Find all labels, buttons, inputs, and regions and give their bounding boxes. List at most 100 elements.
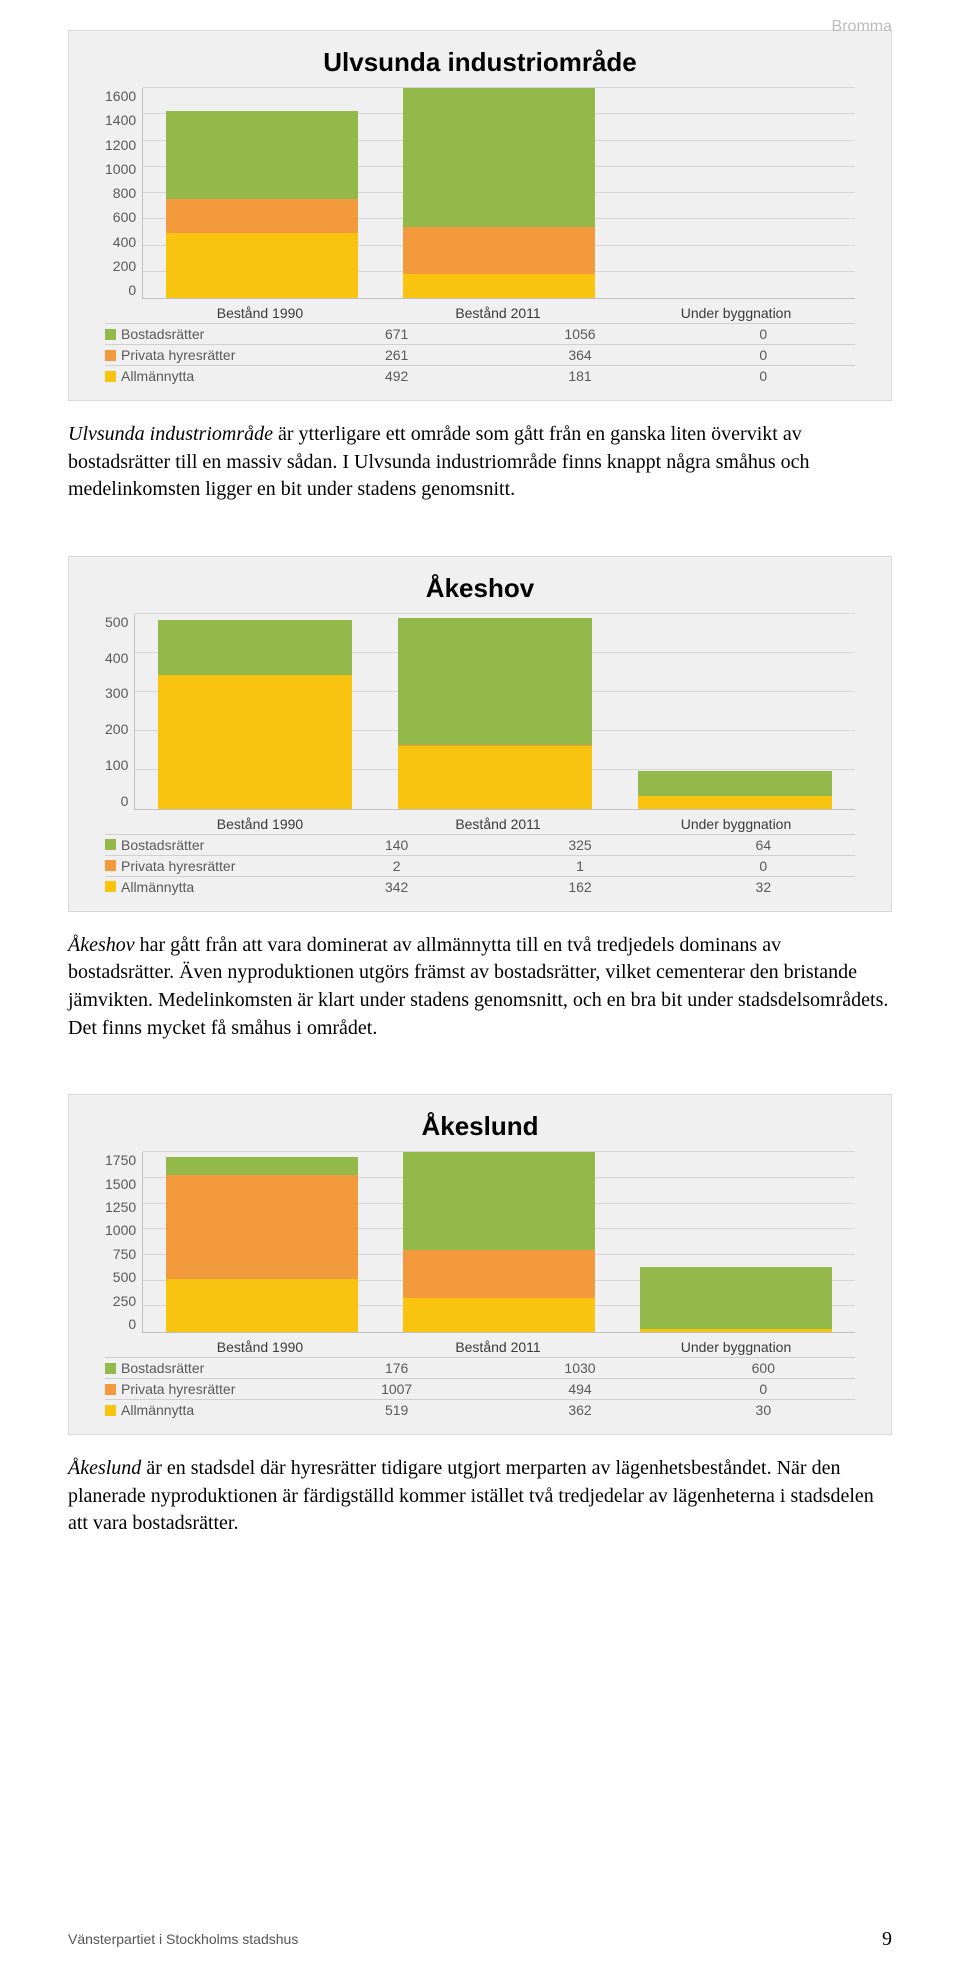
legend-swatch [105, 839, 116, 850]
table-cell: 261 [305, 347, 488, 363]
bar [166, 1152, 358, 1332]
running-head: Bromma [832, 18, 892, 36]
table-cell: 0 [672, 858, 855, 874]
legend-swatch [105, 1363, 116, 1374]
series-label: Bostadsrätter [105, 837, 305, 853]
bar-segment [398, 618, 592, 745]
table-row: Allmännytta34216232 [105, 876, 855, 897]
y-tick-label: 1600 [105, 88, 136, 104]
y-axis: 500 400 300 200 100 0 [105, 614, 134, 809]
table-cell: 1007 [305, 1381, 488, 1397]
table-cell: 32 [672, 879, 855, 895]
table-cell: 30 [672, 1402, 855, 1418]
x-tick-label: Bestånd 2011 [398, 816, 598, 832]
table-cell: 1 [488, 858, 671, 874]
summary-paragraph: Ulvsunda industriområde är ytterligare e… [68, 421, 892, 504]
bar [640, 88, 832, 298]
table-row: Bostadsrätter67110560 [105, 323, 855, 344]
bar [166, 88, 358, 298]
bar [640, 1152, 832, 1332]
data-table: Bostadsrätter67110560Privata hyresrätter… [69, 321, 891, 386]
table-cell: 362 [488, 1402, 671, 1418]
x-axis: Bestånd 1990Bestånd 2011Under byggnation [69, 1333, 891, 1355]
footer-source: Vänsterpartiet i Stockholms stadshus [68, 1931, 298, 1947]
bar [403, 1152, 595, 1332]
y-tick-label: 300 [105, 685, 128, 701]
y-tick-label: 200 [105, 721, 128, 737]
table-cell: 0 [672, 347, 855, 363]
x-tick-label: Under byggnation [636, 816, 836, 832]
y-tick-label: 500 [105, 614, 128, 630]
y-tick-label: 600 [113, 209, 136, 225]
bar-segment [638, 796, 832, 808]
table-cell: 64 [672, 837, 855, 853]
y-tick-label: 500 [113, 1269, 136, 1285]
series-label: Privata hyresrätter [105, 1381, 305, 1397]
series-name: Privata hyresrätter [121, 347, 235, 363]
table-cell: 671 [305, 326, 488, 342]
bar-segment [640, 1267, 832, 1329]
bar-segment [640, 1329, 832, 1332]
bar-segment [166, 111, 358, 199]
data-table: Bostadsrätter14032564Privata hyresrätter… [69, 832, 891, 897]
legend-swatch [105, 1384, 116, 1395]
series-name: Allmännytta [121, 879, 194, 895]
x-axis: Bestånd 1990 Bestånd 2011 Under byggnation [69, 810, 891, 832]
series-label: Allmännytta [105, 368, 305, 384]
y-tick-label: 400 [105, 650, 128, 666]
table-cell: 176 [305, 1360, 488, 1376]
x-tick-label: Bestånd 1990 [160, 816, 360, 832]
data-table: Bostadsrätter1761030600Privata hyresrätt… [69, 1355, 891, 1420]
x-tick-label: Under byggnation [636, 1339, 836, 1355]
series-label: Bostadsrätter [105, 1360, 305, 1376]
bar-segment [638, 771, 832, 796]
bar-segment [403, 274, 595, 298]
summary-lead: Åkeshov [68, 934, 135, 956]
bar-segment [158, 620, 352, 675]
y-tick-label: 200 [113, 258, 136, 274]
y-tick-label: 0 [121, 793, 129, 809]
table-cell: 492 [305, 368, 488, 384]
bar-segment [166, 233, 358, 298]
table-row: Privata hyresrätter 2613640 [105, 344, 855, 365]
table-cell: 600 [672, 1360, 855, 1376]
legend-swatch [105, 1405, 116, 1416]
chart-panel: Åkeshov5004003002001000Bestånd 1990Bestå… [68, 556, 892, 912]
plot [142, 1152, 855, 1333]
table-cell: 364 [488, 347, 671, 363]
summary-lead: Åkeslund [68, 1457, 141, 1479]
table-cell: 162 [488, 879, 671, 895]
y-tick-label: 1250 [105, 1199, 136, 1215]
bar-segment [166, 1157, 358, 1175]
page-content: Ulvsunda industriområde16001400120010008… [68, 30, 892, 1538]
summary-paragraph: Åkeshov har gått från att vara dominerat… [68, 932, 892, 1042]
series-label: Privata hyresrätter [105, 347, 305, 363]
series-label: Bostadsrätter [105, 326, 305, 342]
series-name: Bostadsrätter [121, 1360, 204, 1376]
chart-panel: Åkeslund17501500125010007505002500Bestån… [68, 1094, 892, 1435]
bar-segment [398, 746, 592, 809]
legend-swatch [105, 881, 116, 892]
table-row: Privata hyresrätter210 [105, 855, 855, 876]
bar-segment [403, 227, 595, 275]
y-tick-label: 100 [105, 757, 128, 773]
plot-area: 500 400 300 200 100 0 [69, 614, 891, 810]
bar-segment [166, 1279, 358, 1332]
page: Bromma Ulvsunda industriområde1600140012… [0, 0, 960, 1973]
summary-lead: Ulvsunda industriområde [68, 423, 273, 445]
bar-segment [158, 675, 352, 808]
bar [158, 614, 352, 809]
x-tick-label: Bestånd 1990 [160, 305, 360, 321]
table-cell: 0 [672, 368, 855, 384]
y-tick-label: 1400 [105, 112, 136, 128]
bar [398, 614, 592, 809]
series-name: Privata hyresrätter [121, 858, 235, 874]
y-tick-label: 800 [113, 185, 136, 201]
series-label: Allmännytta [105, 879, 305, 895]
plot-area: 17501500125010007505002500 [69, 1152, 891, 1333]
chart-title: Åkeslund [69, 1111, 891, 1142]
bar-segment [403, 88, 595, 227]
table-cell: 325 [488, 837, 671, 853]
y-tick-label: 1750 [105, 1152, 136, 1168]
table-row: Privata hyresrätter10074940 [105, 1378, 855, 1399]
